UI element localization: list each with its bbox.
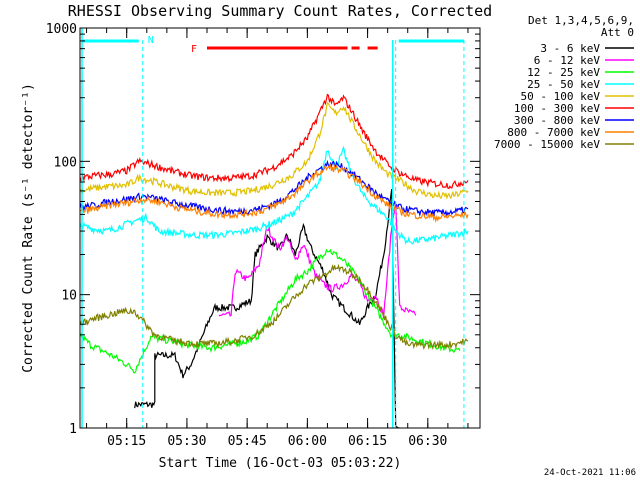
series-line-4 <box>80 101 469 200</box>
legend-title: Det 1,3,4,5,6,9, <box>528 14 634 27</box>
chart-title: RHESSI Observing Summary Count Rates, Co… <box>68 2 492 20</box>
y-tick-label: 1 <box>69 422 77 437</box>
legend-title: Att 0 <box>601 26 634 39</box>
series-line-7 <box>80 163 469 223</box>
x-axis-label: Start Time (16-Oct-03 05:03:22) <box>159 456 402 471</box>
y-axis-label: Corrected Count Rate (s⁻¹ detector⁻¹) <box>21 83 36 373</box>
x-tick-label: 06:30 <box>408 434 447 449</box>
legend-entry-label: 300 - 800 keV <box>514 114 600 127</box>
footer-date: 24-Oct-2021 11:06 <box>544 468 636 478</box>
plot-area: N F 1 10 100 1000 05:15 05:30 05:45 06:00 06:15 06:… <box>46 22 481 449</box>
legend-entry-label: 50 - 100 keV <box>521 90 601 103</box>
y-tick-label: 10 <box>61 289 77 304</box>
x-tick-label: 05:45 <box>228 434 267 449</box>
x-tick-label: 06:00 <box>288 434 327 449</box>
n-flag-label: N <box>148 35 154 46</box>
legend-entry-label: 3 - 6 keV <box>540 42 600 55</box>
x-tick-label: 05:30 <box>167 434 206 449</box>
series-line-8 <box>80 263 469 351</box>
series-line-3 <box>80 145 469 245</box>
f-flag-label: F <box>191 44 197 55</box>
y-tick-label: 100 <box>54 155 77 170</box>
legend-entry-label: 100 - 300 keV <box>514 102 600 115</box>
legend-entry-label: 25 - 50 keV <box>527 78 600 91</box>
y-tick-label: 1000 <box>46 22 77 37</box>
legend-entry-label: 7000 - 15000 keV <box>494 138 600 151</box>
legend-entry-label: 12 - 25 keV <box>527 66 600 79</box>
legend-entry-label: 800 - 7000 keV <box>507 126 600 139</box>
legend-entry-label: 6 - 12 keV <box>534 54 601 67</box>
plot-frame <box>79 27 481 429</box>
series-line-5 <box>80 93 469 190</box>
x-tick-label: 06:15 <box>348 434 387 449</box>
series-line-0 <box>134 189 400 428</box>
x-tick-label: 05:15 <box>107 434 146 449</box>
